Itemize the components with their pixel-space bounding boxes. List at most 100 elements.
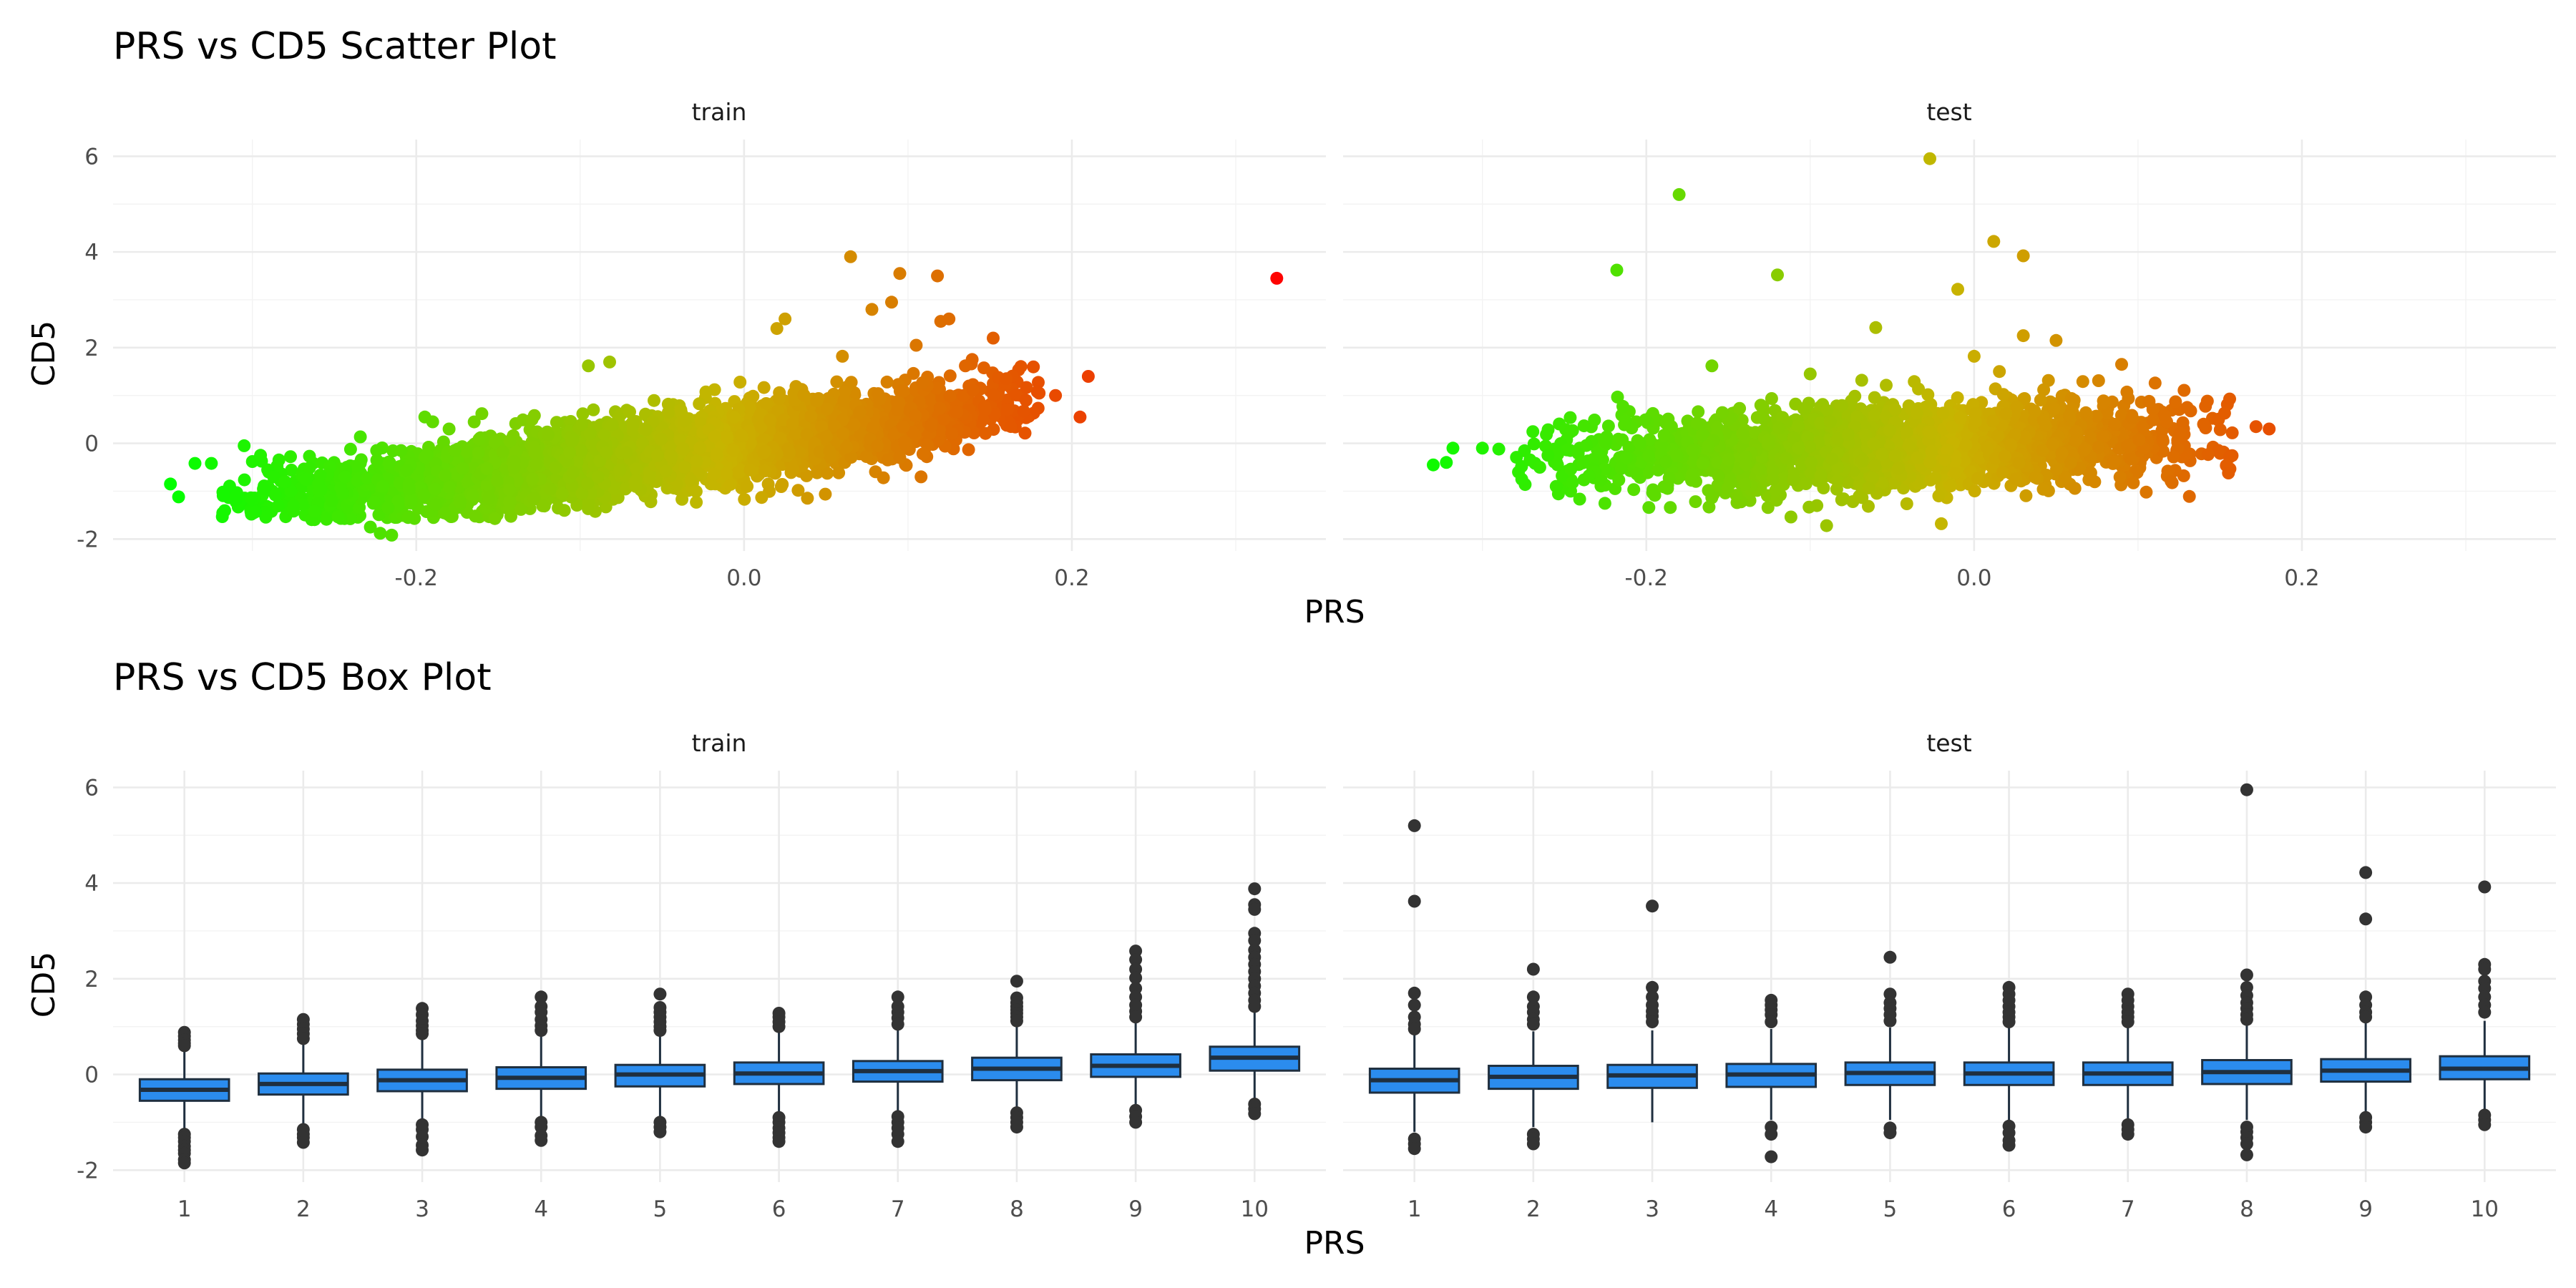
scatter-point: [738, 492, 751, 506]
scatter-point: [1032, 376, 1045, 389]
scatter-point: [987, 331, 1000, 345]
scatter-chart-title: PRS vs CD5 Scatter Plot: [113, 25, 557, 68]
scatter-point: [1526, 425, 1540, 439]
scatter-point: [472, 432, 486, 446]
scatter-point: [743, 401, 756, 414]
scatter-point: [859, 450, 873, 463]
scatter-point: [336, 487, 349, 500]
scatter-point: [372, 508, 386, 522]
scatter-point: [897, 384, 910, 398]
scatter-point: [469, 509, 482, 523]
scatter-point: [893, 451, 907, 464]
scatter-point: [907, 366, 920, 380]
scatter-point: [979, 426, 992, 440]
y-tick-label: 2: [84, 336, 99, 361]
scatter-point: [482, 492, 495, 505]
scatter-point: [726, 444, 740, 457]
scatter-point: [1073, 410, 1087, 424]
scatter-point: [757, 381, 771, 394]
scatter-point: [661, 406, 675, 419]
scatter-point: [303, 461, 316, 474]
scatter-point: [257, 482, 270, 496]
scatter-point: [815, 420, 828, 433]
scatter-point: [733, 376, 747, 389]
scatter-point: [287, 499, 300, 512]
scatter-point: [2225, 426, 2239, 439]
scatter-point: [254, 449, 268, 462]
scatter-point: [575, 418, 588, 431]
scatter-point: [370, 444, 384, 457]
scatter-point: [962, 443, 975, 457]
scatter-point: [278, 475, 292, 489]
scatter-point: [466, 489, 479, 502]
scatter-point: [620, 481, 633, 494]
scatter-point: [587, 403, 600, 416]
scatter-point: [873, 392, 887, 406]
scatter-point: [723, 477, 737, 491]
scatter-point: [708, 430, 721, 443]
scatter-point: [576, 407, 590, 421]
scatter-point: [844, 451, 858, 464]
scatter-point: [620, 446, 633, 459]
scatter-point: [2092, 374, 2105, 387]
scatter-point: [836, 349, 849, 363]
scatter-point: [218, 504, 231, 517]
scatter-point: [325, 494, 338, 507]
scatter-point: [1951, 391, 1964, 404]
scatter-point: [1018, 426, 1032, 440]
scatter-point: [945, 427, 959, 441]
scatter-point: [957, 389, 970, 402]
scatter-point: [626, 419, 640, 432]
scatter-point: [575, 487, 589, 500]
x-tick-label: -0.2: [1625, 565, 1669, 591]
x-tick-label: 0.0: [1956, 565, 1991, 591]
scatter-point: [804, 409, 818, 423]
scatter-point: [550, 416, 563, 429]
scatter-point: [570, 455, 584, 469]
scatter-point: [1270, 271, 1284, 285]
scatter-point: [636, 436, 650, 450]
scatter-point: [555, 487, 569, 500]
scatter-point: [536, 499, 550, 512]
scatter-point: [755, 491, 769, 504]
scatter-point: [285, 464, 298, 477]
scatter-point: [890, 395, 904, 409]
scatter-y-axis-title: CD5: [26, 321, 62, 387]
scatter-point: [1993, 365, 2006, 379]
scatter-point: [343, 442, 357, 456]
scatter-point: [819, 487, 832, 501]
scatter-point: [693, 397, 706, 411]
scatter-point: [830, 375, 844, 389]
scatter-point: [496, 445, 509, 459]
scatter-point: [823, 444, 836, 458]
scatter-point: [931, 269, 945, 283]
scatter-point: [320, 512, 333, 526]
scatter-point: [368, 495, 381, 509]
scatter-chart: PRS vs CD5 Scatter Plot CD5 PRS train -0…: [26, 25, 2556, 630]
scatter-point: [574, 444, 587, 457]
scatter-point: [789, 380, 803, 394]
scatter-point: [284, 484, 298, 498]
scatter-point: [789, 427, 802, 441]
scatter-point: [659, 464, 673, 478]
scatter-point: [810, 394, 824, 408]
scatter-point: [249, 505, 262, 519]
scatter-point: [773, 431, 786, 445]
scatter-point: [773, 392, 786, 405]
scatter-point: [480, 462, 494, 475]
scatter-point: [429, 482, 441, 496]
scatter-point: [840, 440, 854, 454]
scatter-point: [442, 422, 456, 436]
scatter-point: [528, 446, 542, 459]
scatter-point: [549, 461, 562, 474]
scatter-point: [507, 461, 521, 474]
scatter-point: [720, 467, 733, 480]
scatter-point: [238, 439, 251, 452]
scatter-point: [429, 498, 442, 512]
scatter-point: [603, 355, 616, 369]
scatter-point: [582, 502, 595, 515]
scatter-point: [758, 464, 772, 478]
scatter-point: [786, 417, 799, 431]
scatter-point: [801, 492, 814, 505]
